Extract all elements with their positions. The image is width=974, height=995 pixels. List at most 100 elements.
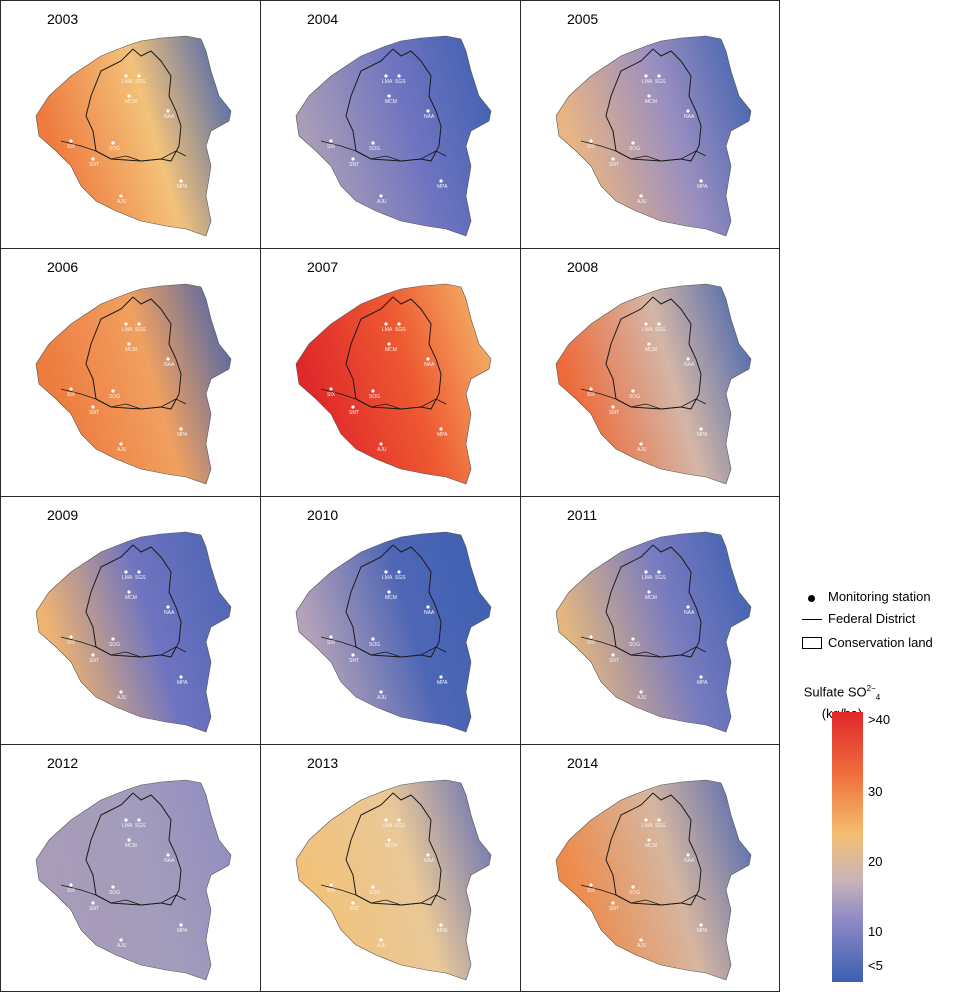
panel-year-label: 2010 (307, 507, 339, 523)
map-2009: LMA SGS MCM NAA SIX SOG SNT MPA AJU (35, 531, 232, 733)
station-marker (119, 938, 123, 942)
panel-year-label: 2009 (47, 507, 79, 523)
station-label: SIX (67, 888, 76, 894)
station-label: MPA (437, 432, 448, 438)
station-marker (119, 194, 123, 198)
station-marker (384, 818, 388, 822)
legend-federal-district: Federal District (800, 609, 972, 629)
map-panel-2010: LMA SGS MCM NAA SIX SOG SNT MPA AJU 2010 (260, 496, 521, 745)
station-marker (384, 322, 388, 326)
station-label: SGS (135, 823, 146, 829)
station-label: SIX (327, 640, 336, 646)
station-label: SGS (655, 79, 666, 85)
station-marker (639, 194, 643, 198)
legend-monitoring-station-label: Monitoring station (828, 589, 931, 604)
station-label: MCM (385, 595, 397, 601)
map-grid: LMA SGS MCM NAA SIX SOG SNT MPA AJU 2003 LMA SGS MCM… (0, 0, 780, 992)
station-marker (124, 570, 128, 574)
station-marker (371, 141, 375, 145)
station-label: SGS (655, 823, 666, 829)
station-label: MPA (697, 432, 708, 438)
station-label: SGS (655, 327, 666, 333)
station-label: SIX (67, 640, 76, 646)
station-label: SNT (349, 658, 359, 664)
station-label: MPA (177, 184, 188, 190)
station-label: MCM (125, 99, 137, 105)
station-label: SOG (629, 890, 640, 896)
station-label: NAA (424, 858, 435, 864)
station-label: SIX (67, 144, 76, 150)
station-marker (647, 590, 651, 594)
station-marker (644, 818, 648, 822)
station-label: SNT (609, 658, 619, 664)
station-label: SGS (135, 575, 146, 581)
station-marker (351, 405, 355, 409)
station-label: SGS (655, 575, 666, 581)
conservation-land-boundary (580, 388, 707, 410)
station-marker (686, 357, 690, 361)
station-marker (397, 74, 401, 78)
station-marker (111, 885, 115, 889)
station-marker (686, 109, 690, 113)
colorbar (832, 712, 863, 982)
station-label: MCM (645, 595, 657, 601)
legend-federal-district-label: Federal District (828, 611, 916, 626)
station-label: SOG (369, 394, 380, 400)
station-marker (611, 901, 615, 905)
station-marker (644, 74, 648, 78)
region-surface (555, 35, 752, 237)
station-marker (657, 322, 661, 326)
station-marker (387, 342, 391, 346)
station-marker (686, 853, 690, 857)
station-marker (379, 194, 383, 198)
station-marker (91, 653, 95, 657)
station-marker (644, 322, 648, 326)
station-label: AJU (637, 199, 647, 205)
station-marker (589, 139, 593, 143)
station-marker (699, 179, 703, 183)
station-label: MCM (385, 843, 397, 849)
station-label: LMA (642, 823, 653, 829)
station-label: SGS (395, 79, 406, 85)
panel-year-label: 2006 (47, 259, 79, 275)
station-marker (686, 605, 690, 609)
station-marker (387, 590, 391, 594)
station-label: NAA (684, 362, 695, 368)
colorbar-tick-max: >40 (868, 712, 891, 727)
station-marker (371, 885, 375, 889)
colorbar-tick-30: 30 (868, 784, 883, 799)
station-marker (91, 157, 95, 161)
station-marker (137, 74, 141, 78)
station-label: LMA (642, 575, 653, 581)
station-marker (91, 405, 95, 409)
colorbar-title-sup: 2− (866, 684, 876, 693)
station-label: MCM (385, 99, 397, 105)
map-2004: LMA SGS MCM NAA SIX SOG SNT MPA AJU (295, 35, 492, 237)
station-label: LMA (382, 823, 393, 829)
station-marker (657, 74, 661, 78)
station-marker (639, 938, 643, 942)
station-marker (426, 605, 430, 609)
station-marker (127, 590, 131, 594)
station-marker (631, 885, 635, 889)
station-marker (69, 387, 73, 391)
conservation-land-boundary (60, 884, 187, 906)
station-label: LMA (642, 327, 653, 333)
map-2005: LMA SGS MCM NAA SIX SOG SNT MPA AJU (555, 35, 752, 237)
station-label: SNT (89, 162, 99, 168)
map-panel-2006: LMA SGS MCM NAA SIX SOG SNT MPA AJU 2006 (0, 248, 261, 497)
station-label: LMA (382, 575, 393, 581)
map-panel-2014: LMA SGS MCM NAA SIX SOG SNT MPA AJU 2014 (520, 744, 780, 992)
station-marker (91, 901, 95, 905)
legend-conservation-land: Conservation land (800, 633, 972, 653)
conservation-land-boundary (320, 636, 447, 658)
station-marker (699, 675, 703, 679)
conservation-land-boundary (60, 388, 187, 410)
map-2003: LMA SGS MCM NAA SIX SOG SNT MPA AJU (35, 35, 232, 237)
station-dot-icon (808, 595, 815, 602)
station-marker (611, 157, 615, 161)
region-surface (555, 283, 752, 485)
station-label: MCM (125, 347, 137, 353)
station-label: SGS (395, 823, 406, 829)
station-label: LMA (122, 823, 133, 829)
